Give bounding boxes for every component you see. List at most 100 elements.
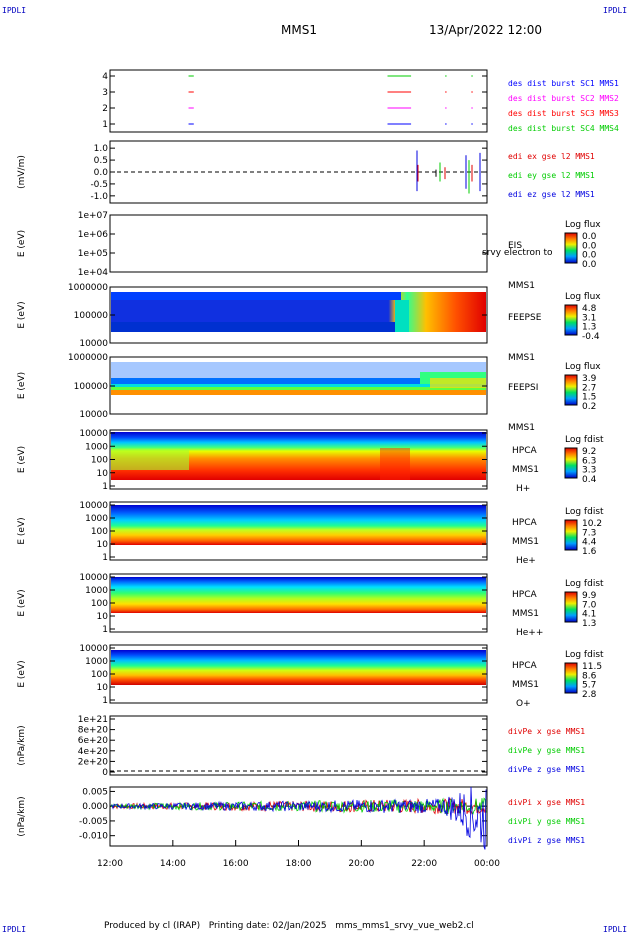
hpca_o-ytick-label: 100: [91, 670, 108, 680]
divpi-ytick-label: 0.005: [82, 787, 108, 797]
eis-colorbar-title: Log flux: [565, 220, 601, 230]
feepsi-panel-label: FEEPSI: [508, 383, 538, 393]
feepse-ylabel: E (eV): [17, 301, 27, 328]
divpi-ytick-label: -0.010: [79, 832, 108, 842]
hpca_hepp-ytick-label: 1000: [85, 586, 108, 596]
hpca_hepp-ytick-label: 10000: [79, 573, 108, 583]
hpca_h-colorbar-tick: 9.2: [582, 447, 596, 457]
x-tick-label: 16:00: [223, 859, 249, 869]
hpca_hepp-colorbar-tick: 7.0: [582, 600, 597, 610]
hpca_he-ytick-label: 10: [97, 540, 109, 550]
hpca_o-ytick-label: 10: [97, 683, 109, 693]
eis-panel-label: MMS1: [508, 281, 535, 291]
hpca_hepp-panel-label: MMS1: [512, 609, 539, 619]
hpca_he-colorbar-tick: 7.3: [582, 528, 596, 538]
divpe-ytick-label: 2e+20: [78, 757, 109, 767]
hpca_o-colorbar: [564, 662, 578, 694]
hpca_he-panel-label: MMS1: [512, 537, 539, 547]
hpca_he-colorbar: [564, 519, 578, 551]
hpca_h-ytick-label: 10000: [79, 429, 108, 439]
eis-colorbar-tick: 0.0: [582, 260, 597, 270]
burst-legend-entry: des dist burst SC3 MMS3: [508, 109, 619, 118]
hpca_h-ytick-label: 10: [97, 469, 109, 479]
feepsi-ytick-label: 100000: [74, 382, 109, 392]
divpe-legend-entry: divPe x gse MMS1: [508, 727, 585, 736]
feepse-panel-label: FEEPSE: [508, 313, 542, 323]
feepse-ytick-label: 100000: [74, 311, 109, 321]
hpca_he-colorbar-tick: 1.6: [582, 547, 597, 557]
divpe-ytick-label: 8e+20: [78, 726, 109, 736]
hpca_o-colorbar-tick: 2.8: [582, 690, 597, 700]
hpca_hepp-colorbar-title: Log fdist: [565, 579, 604, 589]
burst-ytick-label: 1: [102, 120, 108, 130]
x-axis: 12:00 14:00 16:00 18:00 20:00 22:00 00:00: [97, 840, 500, 869]
divpi-trace-y: [110, 797, 487, 815]
eis-overlay-label: srvy electron to: [482, 248, 553, 258]
burst-ytick-label: 2: [102, 104, 108, 114]
hpca_o-panel-label: MMS1: [512, 680, 539, 690]
edi-ytick-label: 0.0: [94, 168, 109, 178]
eis-panel-frame: [109, 214, 488, 273]
hpca_h-ytick-label: 1000: [85, 442, 108, 452]
hpca_he-colorbar-tick: 10.2: [582, 519, 602, 529]
hpca_h-panel-label: HPCA: [512, 446, 537, 456]
hpca_h-ytick-label: 1: [102, 482, 108, 492]
hpca-h-early-green-patch: [111, 450, 189, 470]
feepsi-colorbar: [564, 374, 578, 406]
edi-ytick-label: -1.0: [90, 192, 108, 202]
divpe-panel-frame: [109, 715, 488, 776]
hpca_he-ytick-label: 1: [102, 553, 108, 563]
corner-mark-top-left: IPDLI: [2, 6, 26, 15]
feepse-colorbar: [564, 304, 578, 336]
hpca_he-colorbar-title: Log fdist: [565, 507, 604, 517]
divpi-ytick-label: 0.000: [82, 802, 108, 812]
eis-colorbar-tick: 0.0: [582, 251, 597, 261]
hpca_o-panel-label: HPCA: [512, 661, 537, 671]
hpca_h-panel-label: MMS1: [512, 465, 539, 475]
feepsi-colorbar-tick: 2.7: [582, 383, 596, 393]
feepse-lower-band: [111, 322, 401, 332]
divpe-ytick-label: 6e+20: [78, 736, 109, 746]
hpca_h-panel-label: H+: [516, 484, 530, 494]
burst-legend-entry: des dist burst SC2 MMS2: [508, 94, 619, 103]
divpi-ytick-label: -0.005: [79, 817, 108, 827]
hpca_h-ytick-label: 100: [91, 456, 108, 466]
feepse-colorbar-tick: 4.8: [582, 304, 597, 314]
edi-ytick-label: -0.5: [90, 180, 108, 190]
eis-ylabel: E (eV): [17, 230, 27, 257]
divpe-legend-entry: divPe z gse MMS1: [508, 765, 585, 774]
hpca_hepp-ytick-label: 1: [102, 625, 108, 635]
edi-legend-entry: edi ey gse l2 MMS1: [508, 171, 595, 180]
feepse-colorbar-tick: 1.3: [582, 323, 596, 333]
hpca_hepp-colorbar-tick: 1.3: [582, 619, 596, 629]
hpca_he-ytick-label: 100: [91, 527, 108, 537]
feepse-transition-band: [395, 300, 409, 332]
feepse-ytick-label: 10000: [79, 339, 108, 349]
hpca_hepp-panel-label: He++: [516, 628, 543, 638]
divpi-legend-entry: divPi x gse MMS1: [508, 798, 585, 807]
eis-ytick-label: 1e+07: [78, 211, 108, 221]
edi-ytick-label: 0.5: [94, 156, 108, 166]
edi-legend-entry: edi ex gse l2 MMS1: [508, 152, 595, 161]
hpca-o-fill: [111, 650, 486, 685]
divpi-trace-z: [110, 786, 487, 850]
hpca_h-colorbar: [564, 447, 578, 479]
hpca_hepp-ytick-label: 100: [91, 599, 108, 609]
divpe-legend-entry: divPe y gse MMS1: [508, 746, 585, 755]
feepsi-colorbar-tick: 1.5: [582, 393, 596, 403]
feepse-colorbar-tick: 3.1: [582, 313, 596, 323]
hpca_he-panel-label: He+: [516, 556, 536, 566]
hpca_h-ylabel: E (eV): [17, 446, 27, 473]
eis-colorbar-tick: 0.0: [582, 241, 597, 251]
x-tick-label: 00:00: [474, 859, 500, 869]
hpca_h-colorbar-tick: 0.4: [582, 475, 597, 485]
feepsi-cyan-band: [111, 384, 486, 387]
x-tick-label: 22:00: [411, 859, 437, 869]
burst-panel-frame: [109, 69, 488, 133]
feepsi-panel-label: MMS1: [508, 423, 535, 433]
footer-credit: Produced by cl (IRAP) Printing date: 02/…: [104, 921, 474, 931]
hpca_o-ytick-label: 1000: [85, 657, 108, 667]
feepsi-colorbar-tick: 3.9: [582, 374, 597, 384]
divpi-legend-entry: divPi y gse MMS1: [508, 817, 585, 826]
edi-ylabel: (mV/m): [17, 155, 27, 189]
